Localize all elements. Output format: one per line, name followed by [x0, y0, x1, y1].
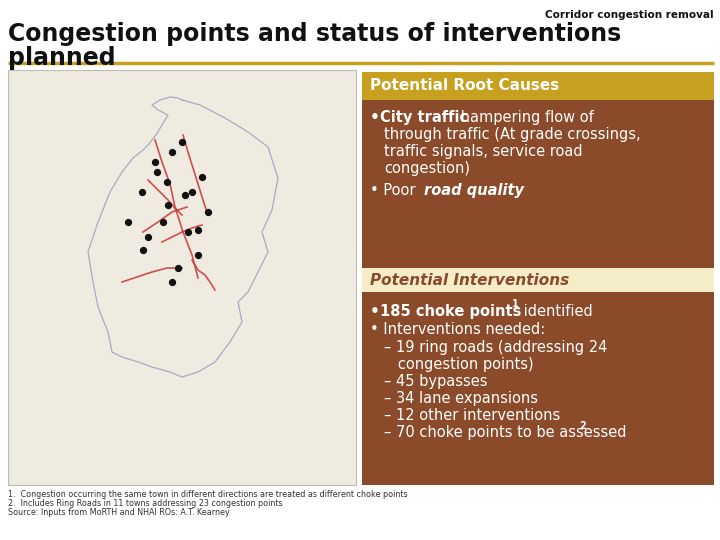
Text: 1: 1 — [512, 299, 518, 309]
Point — [182, 228, 194, 237]
Point — [161, 178, 173, 186]
Text: congestion points): congestion points) — [384, 357, 534, 372]
Text: traffic signals, service road: traffic signals, service road — [384, 144, 582, 159]
Text: • Interventions needed:: • Interventions needed: — [370, 322, 545, 337]
Point — [138, 246, 149, 254]
Point — [202, 208, 214, 217]
Text: – 45 bypasses: – 45 bypasses — [384, 374, 487, 389]
Point — [149, 158, 161, 166]
Text: 2.  Includes Ring Roads in 11 towns addressing 23 congestion points: 2. Includes Ring Roads in 11 towns addre… — [8, 499, 283, 508]
Bar — [362, 72, 714, 100]
Text: planned: planned — [8, 46, 116, 70]
Point — [166, 147, 178, 156]
Text: congestion): congestion) — [384, 161, 470, 176]
Point — [192, 251, 204, 259]
Bar — [362, 100, 714, 268]
Text: Congestion points and status of interventions: Congestion points and status of interven… — [8, 22, 621, 46]
Text: hampering flow of: hampering flow of — [456, 110, 594, 125]
Point — [176, 138, 188, 146]
Bar — [362, 292, 714, 485]
Point — [197, 173, 208, 181]
Point — [157, 218, 168, 226]
Text: – 12 other interventions: – 12 other interventions — [384, 408, 560, 423]
Text: road quality: road quality — [424, 183, 524, 198]
Point — [136, 188, 148, 197]
Bar — [362, 268, 714, 292]
Text: •: • — [370, 304, 380, 319]
Text: Potential Interventions: Potential Interventions — [370, 273, 570, 288]
Point — [143, 233, 154, 241]
Text: – 34 lane expansions: – 34 lane expansions — [384, 391, 538, 406]
Text: 1.  Congestion occurring the same town in different directions are treated as di: 1. Congestion occurring the same town in… — [8, 490, 408, 499]
Text: – 19 ring roads (addressing 24: – 19 ring roads (addressing 24 — [384, 340, 608, 355]
Text: 2: 2 — [579, 421, 586, 431]
Text: •: • — [370, 110, 380, 125]
Text: Source: Inputs from MoRTH and NHAI ROs: A.T. Kearney: Source: Inputs from MoRTH and NHAI ROs: … — [8, 508, 230, 517]
Text: Corridor congestion removal: Corridor congestion removal — [545, 10, 714, 20]
Text: • Poor: • Poor — [370, 183, 420, 198]
Point — [162, 201, 174, 210]
Text: through traffic (At grade crossings,: through traffic (At grade crossings, — [384, 127, 641, 142]
Point — [172, 264, 184, 272]
Text: City traffic: City traffic — [380, 110, 468, 125]
Point — [166, 278, 178, 286]
Text: 185 choke points: 185 choke points — [380, 304, 521, 319]
Point — [186, 188, 198, 197]
Point — [122, 218, 134, 226]
Text: Potential Root Causes: Potential Root Causes — [370, 78, 559, 93]
Point — [151, 168, 163, 177]
Point — [192, 226, 204, 234]
Text: – 70 choke points to be assessed: – 70 choke points to be assessed — [384, 425, 626, 440]
Text: identified: identified — [519, 304, 593, 319]
Point — [179, 191, 191, 199]
Bar — [8, 70, 356, 485]
